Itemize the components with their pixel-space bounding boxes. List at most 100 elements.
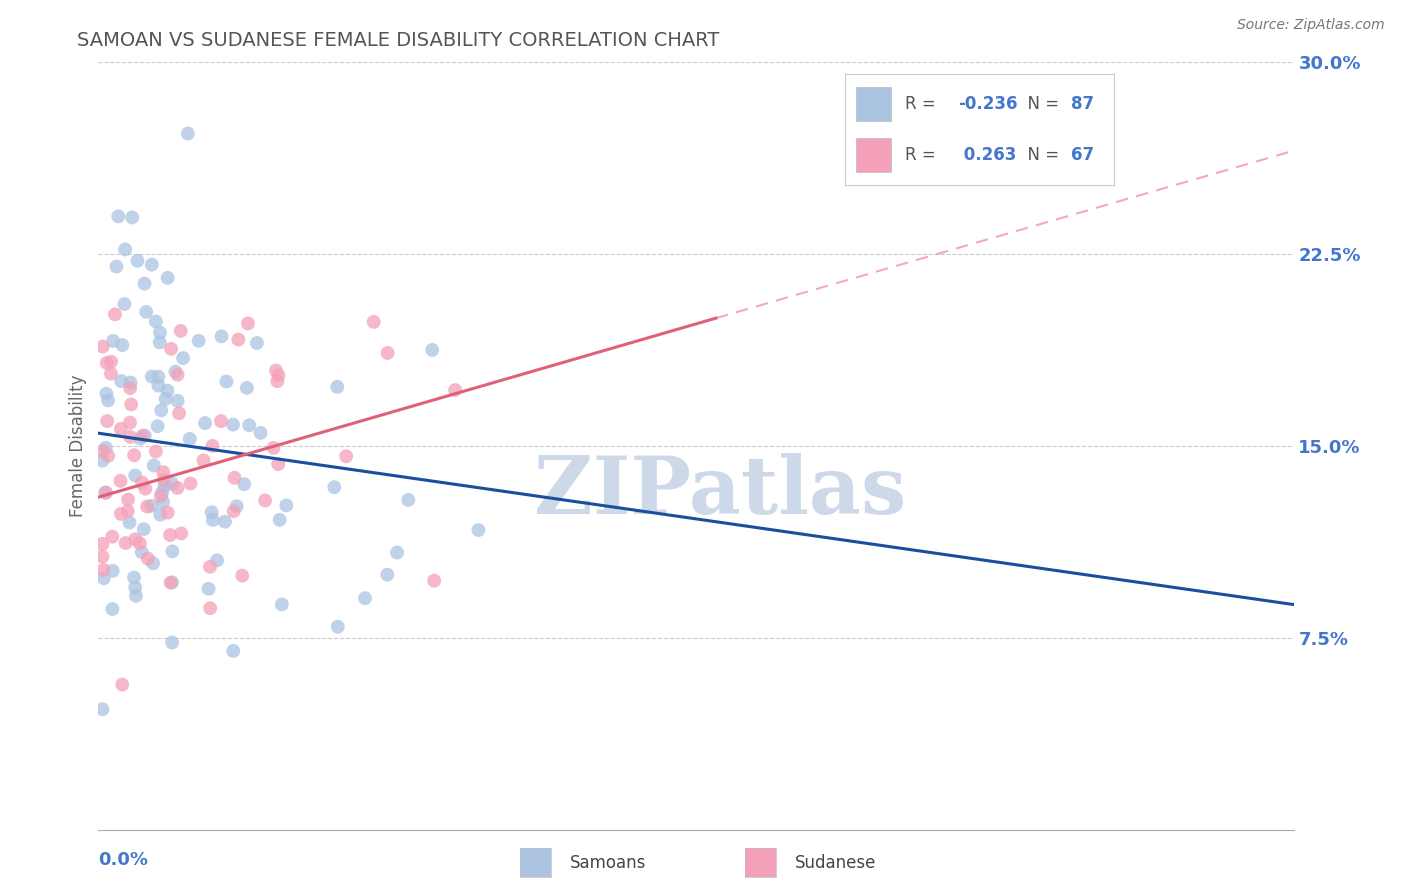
Point (120, 381, 142, 395)
Point (111, 677, 134, 691)
Point (201, 513, 224, 527)
Point (326, 380, 349, 394)
Point (131, 429, 153, 443)
Point (141, 499, 163, 513)
Point (149, 335, 172, 350)
Point (156, 506, 179, 520)
Point (177, 127, 200, 141)
Point (198, 559, 221, 574)
Point (224, 471, 246, 485)
Point (135, 305, 157, 319)
Point (222, 417, 245, 432)
Point (194, 416, 217, 430)
Point (114, 243, 136, 257)
Point (96, 356, 118, 370)
Point (134, 482, 156, 496)
Point (198, 601, 221, 615)
Point (91, 339, 114, 353)
Point (166, 368, 188, 382)
Text: Sudanese: Sudanese (794, 854, 876, 871)
Point (94, 441, 117, 455)
Point (121, 211, 143, 225)
Point (91, 444, 114, 458)
Point (150, 485, 173, 500)
Point (444, 383, 467, 397)
Point (134, 277, 156, 291)
Point (127, 253, 149, 268)
Point (142, 458, 165, 473)
Point (222, 504, 245, 518)
Text: SAMOAN VS SUDANESE FEMALE DISABILITY CORRELATION CHART: SAMOAN VS SUDANESE FEMALE DISABILITY COR… (77, 31, 720, 50)
Point (124, 533, 146, 547)
Point (231, 568, 253, 582)
Point (149, 326, 172, 340)
Point (131, 545, 153, 559)
Point (267, 457, 290, 471)
Point (222, 644, 245, 658)
Point (91, 537, 114, 551)
Point (246, 336, 269, 351)
Point (142, 557, 165, 571)
Point (132, 522, 155, 536)
Point (96, 414, 118, 428)
Point (97, 393, 120, 408)
Point (233, 477, 256, 491)
Point (152, 495, 174, 509)
Point (160, 635, 183, 649)
Point (118, 416, 141, 430)
Text: 0.0%: 0.0% (98, 851, 149, 869)
Point (124, 468, 146, 483)
Point (114, 536, 136, 550)
Point (249, 425, 271, 440)
Point (264, 363, 287, 377)
Point (146, 419, 169, 434)
Point (160, 476, 183, 491)
Point (166, 481, 188, 495)
Point (326, 620, 349, 634)
Point (91, 549, 114, 564)
Point (155, 392, 177, 406)
Point (396, 492, 419, 507)
Point (467, 523, 489, 537)
Point (238, 418, 260, 433)
Point (209, 414, 232, 428)
Point (167, 406, 190, 420)
Point (211, 329, 233, 343)
Point (197, 582, 219, 596)
Point (107, 210, 129, 224)
Point (159, 575, 181, 590)
Point (201, 439, 224, 453)
Point (117, 504, 139, 518)
Point (187, 334, 209, 348)
Point (141, 369, 163, 384)
Point (156, 270, 179, 285)
Point (149, 508, 172, 522)
Point (136, 500, 159, 514)
Point (120, 397, 142, 411)
Point (335, 449, 357, 463)
Point (228, 333, 250, 347)
Point (125, 589, 148, 603)
Point (179, 476, 201, 491)
Point (94, 485, 117, 500)
Point (101, 530, 124, 544)
Point (236, 381, 259, 395)
Point (423, 574, 446, 588)
Point (166, 393, 188, 408)
Point (363, 315, 385, 329)
Point (323, 480, 346, 494)
Point (118, 516, 141, 530)
Point (120, 376, 142, 390)
Point (96, 386, 118, 401)
Point (100, 355, 122, 369)
Point (111, 338, 134, 352)
Point (101, 334, 124, 348)
Point (97, 449, 120, 463)
Point (354, 591, 377, 606)
Point (420, 343, 443, 357)
Point (134, 428, 156, 442)
Point (105, 260, 128, 274)
Point (267, 368, 290, 383)
Point (145, 444, 167, 458)
Point (160, 575, 183, 590)
